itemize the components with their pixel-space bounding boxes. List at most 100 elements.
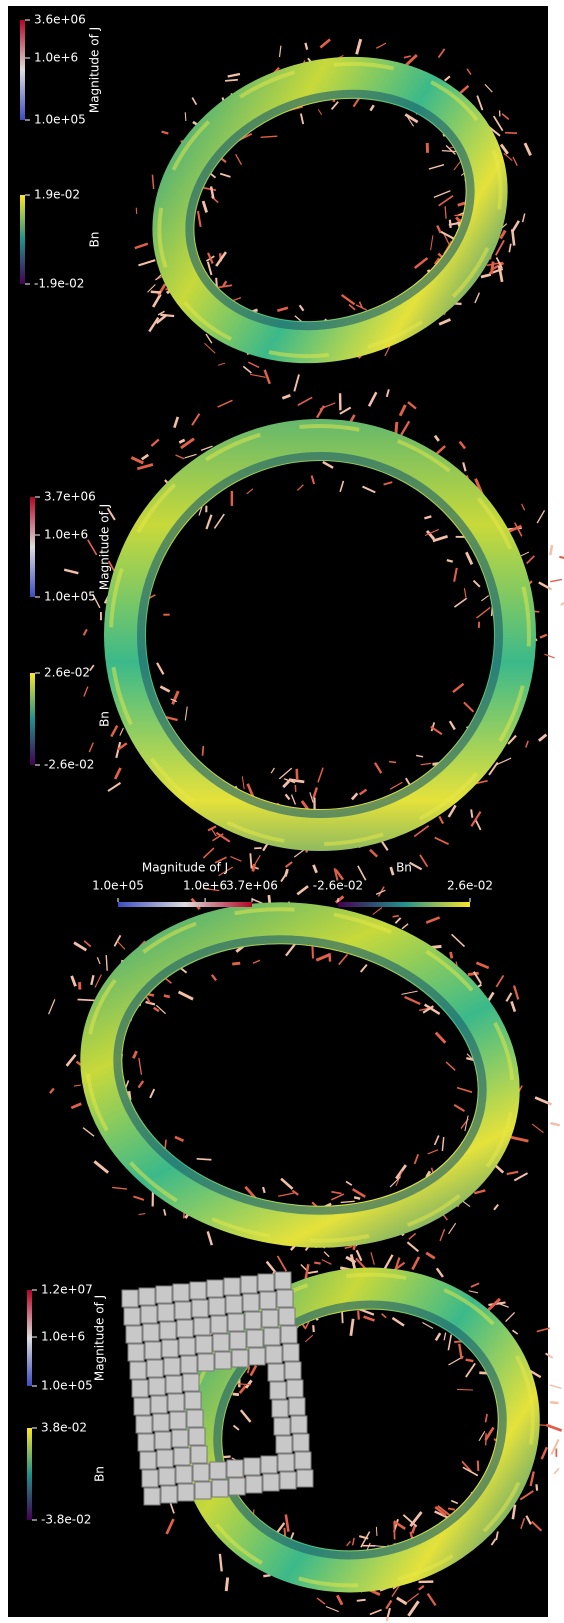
cube [156,1286,172,1303]
cube [249,1348,265,1365]
cube [192,1300,208,1317]
colorbar-label: 1.0e+05 [34,113,86,127]
figure: 3.6e+061.0e+61.0e+05Magnitude of J1.9e-0… [0,0,564,1623]
colorbar [30,497,35,597]
cube [185,1392,201,1409]
cube [144,1488,160,1505]
cube [194,1318,210,1335]
colorbar-label: 1.0e+05 [41,1379,93,1393]
vector-arrow [548,1439,562,1454]
vector-arrow [164,996,170,997]
cube [145,1342,161,1359]
cube [190,1282,206,1299]
cube [279,1308,295,1325]
cube [274,1418,290,1435]
colorbar [20,195,25,284]
cube [124,1308,140,1325]
cube [189,1428,205,1445]
cube [122,1290,138,1307]
cube [247,1330,263,1347]
cube [293,1434,309,1451]
cube [147,1360,163,1377]
cube [136,1416,152,1433]
colorbar-label: -1.9e-02 [34,277,84,291]
cube [272,1400,288,1417]
cube [291,1416,307,1433]
cube [281,1326,297,1343]
cube [128,1344,144,1361]
colorbar-title: Magnitude of J [142,861,228,875]
vector-arrow [314,1262,320,1263]
cube [268,1364,284,1381]
cube [263,1474,279,1491]
colorbar-label: 3.7e+06 [226,879,278,893]
page: {"panels": [ {"colorbars": [{"title": "M… [0,0,564,1623]
colorbar-label: 1.0e+05 [44,590,96,604]
colorbar-title: Bn [93,1466,107,1482]
colorbar-label: 1.0e+6 [183,879,227,893]
cube [132,1380,148,1397]
colorbar [27,1290,32,1386]
cube [210,1462,226,1479]
cube [134,1398,150,1415]
cube [230,1332,246,1349]
cube [207,1280,223,1297]
cube [264,1328,280,1345]
vector-arrow [546,1421,561,1434]
cube [243,1294,259,1311]
colorbar-label: 2.6e-02 [447,879,493,893]
cube [232,1350,248,1367]
cube [262,1310,278,1327]
cube [175,1302,191,1319]
colorbar-label: 1.0e+6 [34,51,78,65]
cube [260,1292,276,1309]
colorbar [27,1428,32,1520]
vector-arrow [550,575,562,587]
colorbar-label: -2.6e-02 [44,758,94,772]
cube [244,1458,260,1475]
cube [172,1430,188,1447]
cube [226,1296,242,1313]
cube [162,1340,178,1357]
cube [183,1374,199,1391]
cube [229,1478,245,1495]
cube [241,1276,257,1293]
cube [157,1450,173,1467]
cube [195,1482,211,1499]
vector-arrow [553,1468,560,1474]
vector-arrow [559,554,564,560]
cube [266,1346,282,1363]
cube [297,1470,313,1487]
cube [158,1304,174,1321]
colorbar [20,20,25,120]
colorbar-label: 1.0e+6 [44,528,88,542]
cube [176,1466,192,1483]
cube [283,1344,299,1361]
cube [285,1362,301,1379]
cube [213,1334,229,1351]
cube [159,1468,175,1485]
cube [139,1288,155,1305]
cube [277,1290,293,1307]
cube [161,1486,177,1503]
cube [287,1380,303,1397]
colorbar-label: 3.7e+06 [44,490,96,504]
colorbar-label: 1.9e-02 [34,188,80,202]
cube [295,1452,311,1469]
cube [149,1378,165,1395]
cube [275,1272,291,1289]
cube [173,1284,189,1301]
cube [141,1306,157,1323]
cube [168,1394,184,1411]
cube [198,1354,214,1371]
colorbar [118,902,252,907]
cube [143,1324,159,1341]
cube [155,1432,171,1449]
colorbar-label: 1.0e+05 [92,879,144,893]
colorbar-label: 3.6e+06 [34,13,86,27]
cube [209,1298,225,1315]
cube [246,1476,262,1493]
cube [261,1456,277,1473]
colorbar-title: Magnitude of J [88,27,102,113]
cube [228,1314,244,1331]
